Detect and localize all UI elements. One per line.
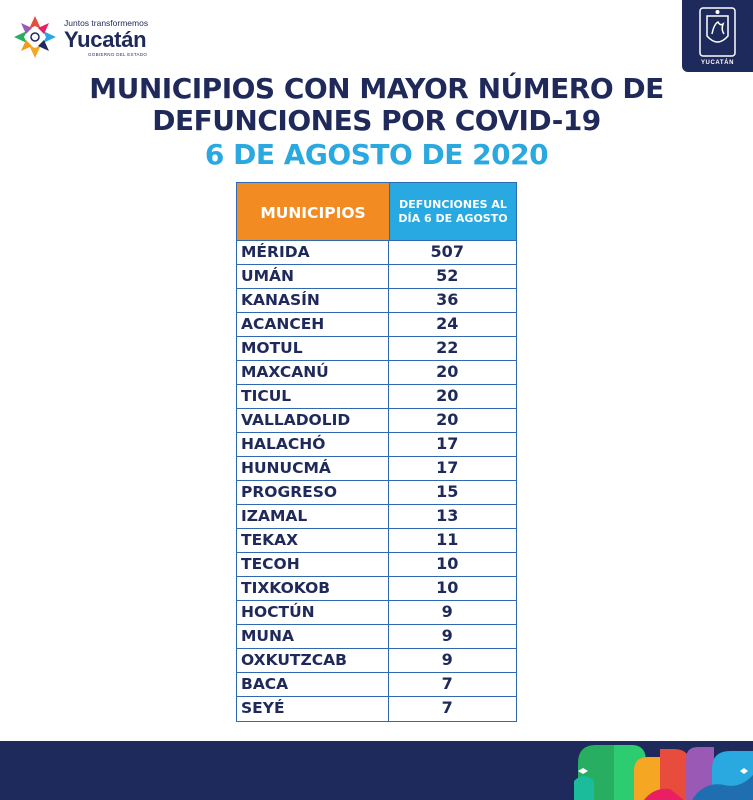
table-row: TICUL 20 (236, 385, 517, 409)
table-body: MÉRIDA 507 UMÁN 52 KANASÍN 36 ACANCEH 24 MOTUL 22… (236, 241, 517, 722)
table-row: TECOH 10 (236, 553, 517, 577)
defunciones-cell: 10 (436, 554, 459, 573)
municipio-cell: TIXKOKOB (237, 577, 389, 600)
municipio-cell: UMÁN (237, 265, 389, 288)
deaths-table: MUNICIPIOS DEFUNCIONES AL DÍA 6 DE AGOST… (236, 182, 517, 722)
municipio-cell: HUNUCMÁ (237, 457, 389, 480)
defunciones-cell: 9 (441, 602, 453, 621)
defunciones-cell: 9 (441, 626, 453, 645)
table-header: MUNICIPIOS DEFUNCIONES AL DÍA 6 DE AGOST… (236, 182, 517, 241)
table-row: SEYÉ 7 (236, 697, 517, 722)
defunciones-cell: 22 (436, 338, 459, 357)
defunciones-cell: 11 (436, 530, 459, 549)
defunciones-cell: 20 (436, 386, 459, 405)
defunciones-cell: 17 (436, 434, 459, 453)
defunciones-cell: 17 (436, 458, 459, 477)
logo-government: GOBIERNO DEL ESTADO (88, 52, 148, 57)
defunciones-cell: 7 (441, 674, 453, 693)
municipio-cell: ACANCEH (237, 313, 389, 336)
defunciones-cell: 36 (436, 290, 459, 309)
table-row: IZAMAL 13 (236, 505, 517, 529)
header-municipios: MUNICIPIOS (236, 182, 389, 241)
logo-name: Yucatán (64, 27, 147, 52)
table-row: TEKAX 11 (236, 529, 517, 553)
defunciones-cell: 52 (436, 266, 459, 285)
municipio-cell: MAXCANÚ (237, 361, 389, 384)
logo-tagline: Juntos transformemos (64, 18, 149, 28)
municipio-cell: MÉRIDA (237, 241, 389, 264)
government-logo: Juntos transformemos Yucatán GOBIERNO DE… (12, 14, 172, 66)
state-seal: YUCATÁN (682, 0, 753, 72)
table-row: HALACHÓ 17 (236, 433, 517, 457)
page-title-line2: DEFUNCIONES POR COVID-19 (152, 104, 601, 137)
table-row: HOCTÚN 9 (236, 601, 517, 625)
table-row: ACANCEH 24 (236, 313, 517, 337)
header-defunciones: DEFUNCIONES AL DÍA 6 DE AGOSTO (389, 182, 517, 241)
defunciones-cell: 20 (436, 362, 459, 381)
municipio-cell: HOCTÚN (237, 601, 389, 624)
municipio-cell: VALLADOLID (237, 409, 389, 432)
municipio-cell: KANASÍN (237, 289, 389, 312)
table-row: HUNUCMÁ 17 (236, 457, 517, 481)
defunciones-cell: 507 (430, 242, 464, 261)
table-row: OXKUTZCAB 9 (236, 649, 517, 673)
table-row: PROGRESO 15 (236, 481, 517, 505)
municipio-cell: MOTUL (237, 337, 389, 360)
yucatan-logo-icon (14, 16, 56, 58)
defunciones-cell: 20 (436, 410, 459, 429)
defunciones-cell: 13 (436, 506, 459, 525)
municipio-cell: IZAMAL (237, 505, 389, 528)
table-row: KANASÍN 36 (236, 289, 517, 313)
municipio-cell: BACA (237, 673, 389, 696)
page-title-line1: MUNICIPIOS CON MAYOR NÚMERO DE (89, 72, 664, 105)
table-row: MUNA 9 (236, 625, 517, 649)
defunciones-cell: 15 (436, 482, 459, 501)
table-row: VALLADOLID 20 (236, 409, 517, 433)
table-row: BACA 7 (236, 673, 517, 697)
municipio-cell: TICUL (237, 385, 389, 408)
municipio-cell: HALACHÓ (237, 433, 389, 456)
table-row: TIXKOKOB 10 (236, 577, 517, 601)
municipio-cell: PROGRESO (237, 481, 389, 504)
defunciones-cell: 7 (441, 698, 453, 717)
seal-label: YUCATÁN (700, 60, 735, 66)
table-row: UMÁN 52 (236, 265, 517, 289)
municipio-cell: OXKUTZCAB (237, 649, 389, 672)
municipio-cell: TECOH (237, 553, 389, 576)
decorative-pattern (574, 745, 753, 800)
page-title-date: 6 DE AGOSTO DE 2020 (204, 138, 549, 171)
defunciones-cell: 24 (436, 314, 459, 333)
defunciones-cell: 10 (436, 578, 459, 597)
table-row: MÉRIDA 507 (236, 241, 517, 265)
municipio-cell: TEKAX (237, 529, 389, 552)
coat-of-arms-icon (699, 7, 736, 57)
municipio-cell: SEYÉ (237, 697, 389, 721)
table-row: MOTUL 22 (236, 337, 517, 361)
municipio-cell: MUNA (237, 625, 389, 648)
defunciones-cell: 9 (441, 650, 453, 669)
table-row: MAXCANÚ 20 (236, 361, 517, 385)
